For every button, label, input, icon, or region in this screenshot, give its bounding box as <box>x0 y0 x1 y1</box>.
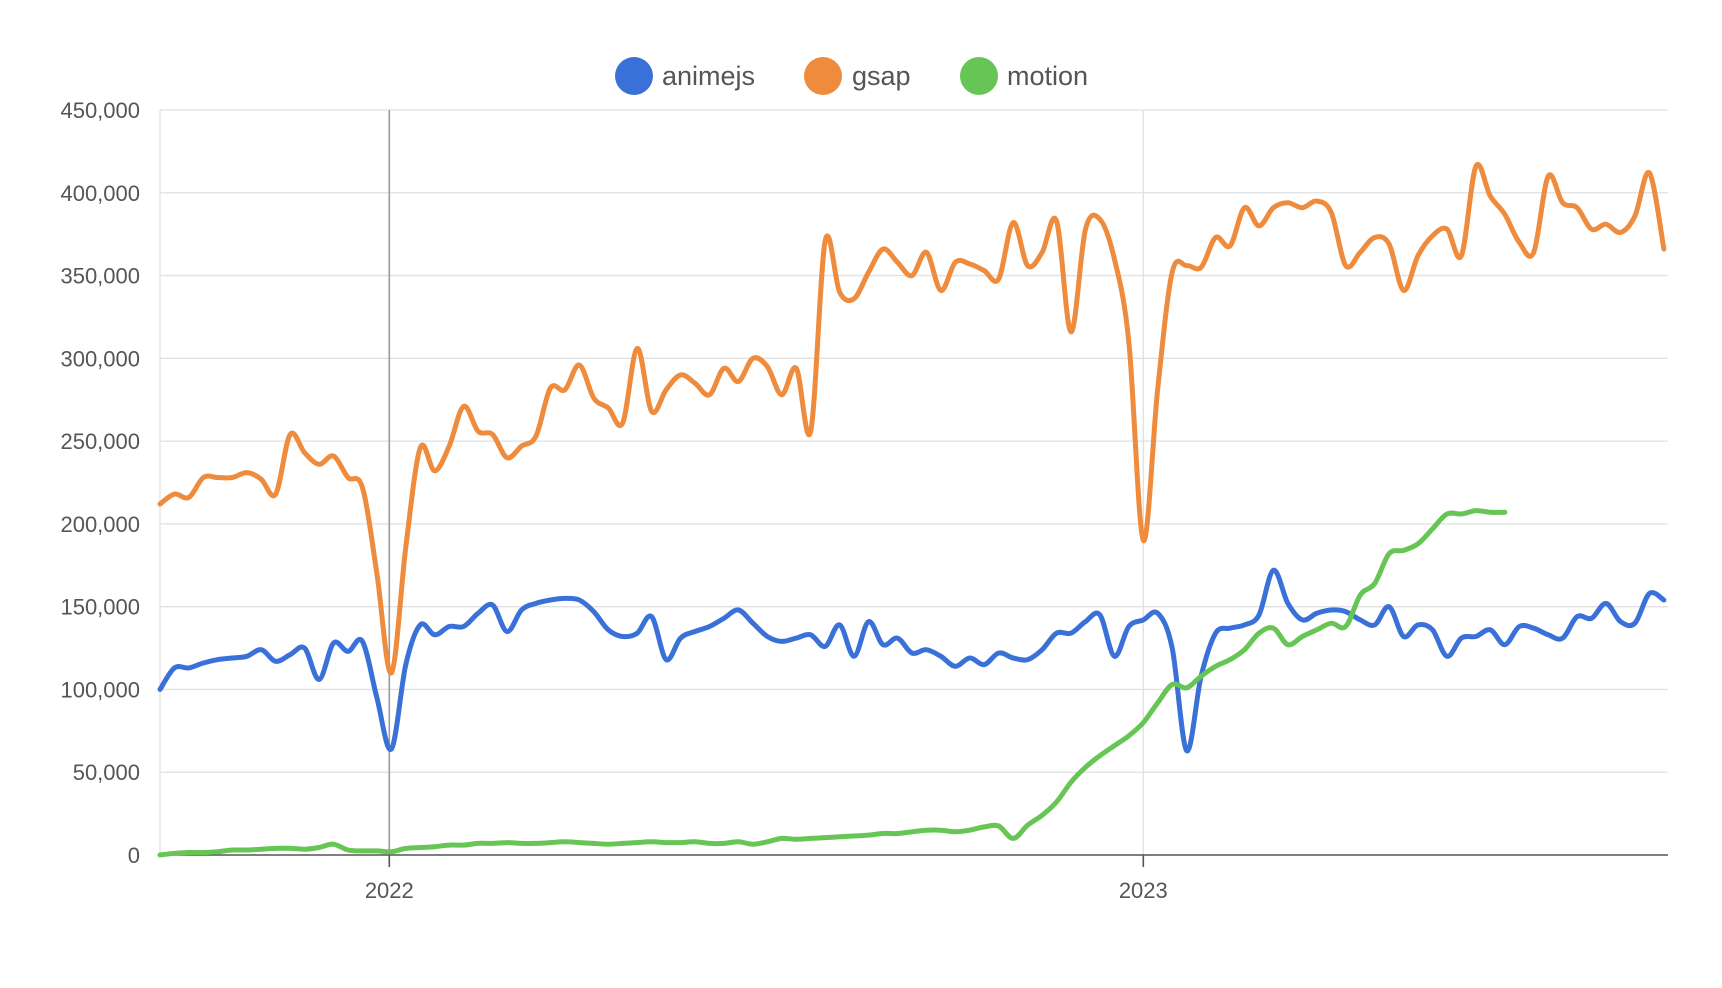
y-tick-label: 0 <box>128 843 140 868</box>
legend-label-animejs: animejs <box>662 61 755 91</box>
series-layer <box>157 161 1667 858</box>
grid <box>159 109 1668 855</box>
legend-label-gsap: gsap <box>852 61 911 91</box>
series-line-motion <box>157 508 1508 858</box>
y-tick-label: 200,000 <box>60 512 140 537</box>
y-tick-label: 350,000 <box>60 264 140 289</box>
legend-swatch-gsap <box>804 57 842 95</box>
legend-item-gsap[interactable]: gsap <box>804 57 911 95</box>
series-line-animejs <box>157 567 1667 754</box>
y-tick-label: 50,000 <box>73 760 140 785</box>
y-tick-label: 450,000 <box>60 98 140 123</box>
series-line-gsap <box>157 161 1667 676</box>
x-tick-label: 2022 <box>365 878 414 903</box>
legend-item-animejs[interactable]: animejs <box>615 57 755 95</box>
legend-swatch-motion <box>960 57 998 95</box>
y-tick-label: 150,000 <box>60 595 140 620</box>
y-tick-label: 100,000 <box>60 677 140 702</box>
legend-label-motion: motion <box>1007 61 1088 91</box>
y-tick-label: 400,000 <box>60 181 140 206</box>
y-tick-label: 300,000 <box>60 346 140 371</box>
x-axis: 2022 2023 <box>160 854 1668 903</box>
y-tick-label: 250,000 <box>60 429 140 454</box>
y-axis: 0 50,000 100,000 150,000 200,000 250,000 300,0… <box>60 98 140 868</box>
x-tick-label: 2023 <box>1119 878 1168 903</box>
legend-item-motion[interactable]: motion <box>960 57 1088 95</box>
legend: animejs gsap motion <box>615 57 1088 95</box>
legend-swatch-animejs <box>615 57 653 95</box>
